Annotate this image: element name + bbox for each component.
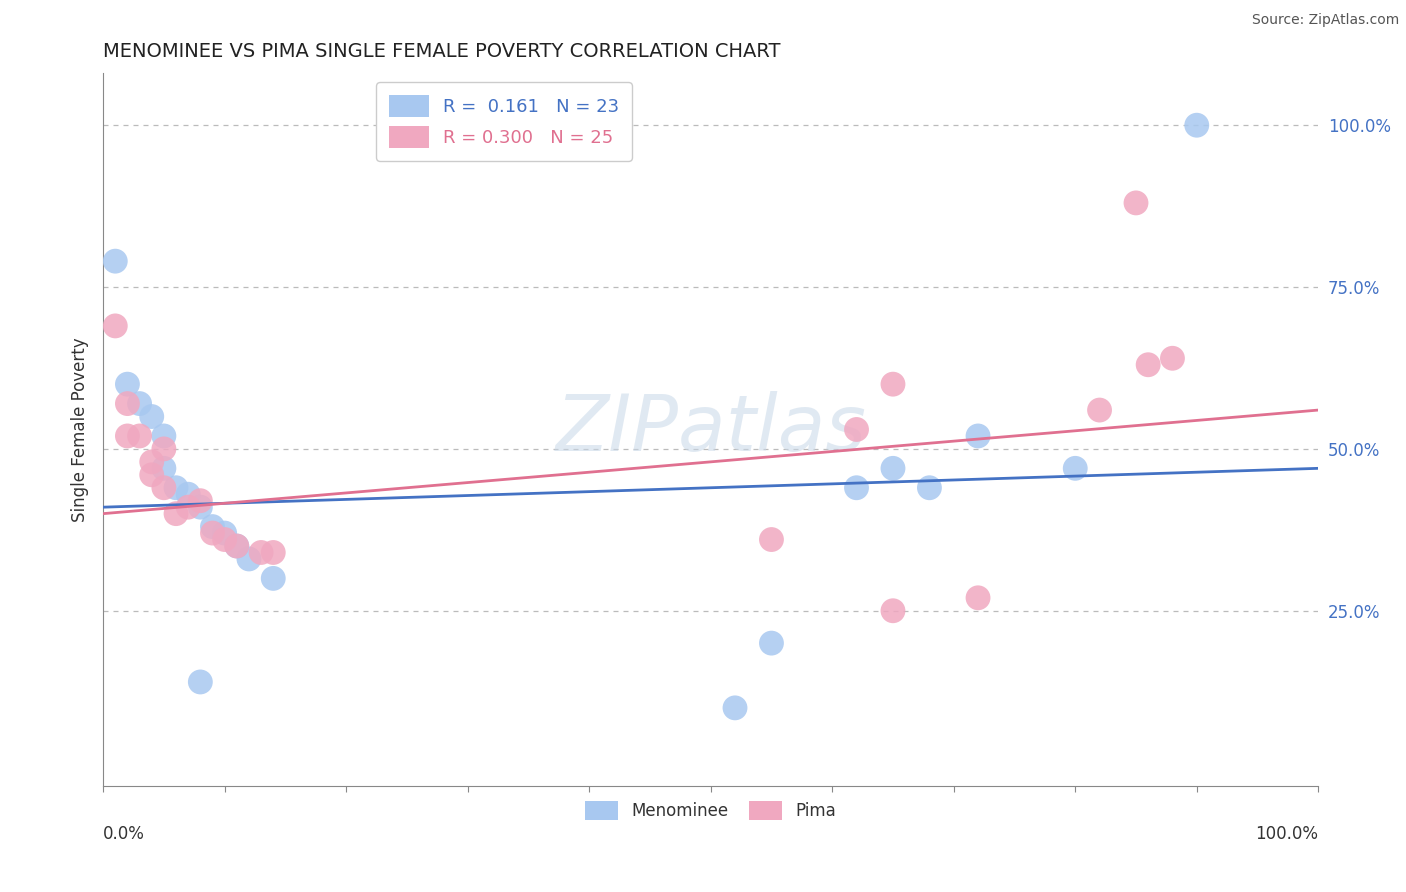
- Point: [104, 254, 127, 268]
- Point: [1161, 351, 1184, 366]
- Point: [153, 442, 176, 456]
- Point: [177, 487, 200, 501]
- Point: [1064, 461, 1087, 475]
- Point: [117, 377, 139, 392]
- Point: [214, 533, 236, 547]
- Point: [918, 481, 941, 495]
- Y-axis label: Single Female Poverty: Single Female Poverty: [72, 337, 89, 522]
- Point: [882, 461, 904, 475]
- Point: [761, 636, 783, 650]
- Point: [967, 591, 990, 605]
- Point: [250, 545, 273, 559]
- Point: [761, 533, 783, 547]
- Point: [188, 675, 211, 690]
- Text: ZIPatlas: ZIPatlas: [555, 392, 866, 467]
- Point: [153, 429, 176, 443]
- Point: [238, 552, 260, 566]
- Point: [141, 467, 163, 482]
- Point: [262, 571, 284, 585]
- Point: [845, 422, 868, 436]
- Point: [225, 539, 247, 553]
- Point: [104, 318, 127, 333]
- Point: [214, 526, 236, 541]
- Point: [201, 526, 224, 541]
- Point: [188, 493, 211, 508]
- Point: [153, 461, 176, 475]
- Point: [845, 481, 868, 495]
- Point: [165, 507, 187, 521]
- Text: 0.0%: 0.0%: [103, 825, 145, 843]
- Point: [117, 396, 139, 410]
- Point: [177, 500, 200, 515]
- Point: [141, 455, 163, 469]
- Point: [1185, 118, 1208, 132]
- Text: Source: ZipAtlas.com: Source: ZipAtlas.com: [1251, 13, 1399, 28]
- Point: [967, 429, 990, 443]
- Point: [128, 429, 150, 443]
- Legend: Menominee, Pima: Menominee, Pima: [578, 795, 844, 827]
- Point: [882, 604, 904, 618]
- Point: [201, 519, 224, 533]
- Point: [262, 545, 284, 559]
- Point: [724, 701, 747, 715]
- Point: [1125, 195, 1147, 210]
- Point: [225, 539, 247, 553]
- Point: [188, 500, 211, 515]
- Text: MENOMINEE VS PIMA SINGLE FEMALE POVERTY CORRELATION CHART: MENOMINEE VS PIMA SINGLE FEMALE POVERTY …: [103, 42, 780, 61]
- Point: [882, 377, 904, 392]
- Text: 100.0%: 100.0%: [1256, 825, 1319, 843]
- Point: [165, 481, 187, 495]
- Point: [153, 481, 176, 495]
- Point: [1137, 358, 1160, 372]
- Point: [117, 429, 139, 443]
- Point: [141, 409, 163, 424]
- Point: [1088, 403, 1111, 417]
- Point: [128, 396, 150, 410]
